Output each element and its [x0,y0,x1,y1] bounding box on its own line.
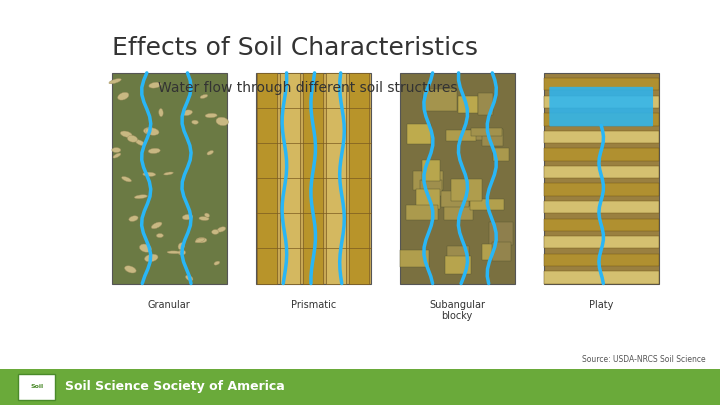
FancyBboxPatch shape [112,73,227,284]
Bar [544,236,659,248]
Bar [544,271,659,284]
Ellipse shape [140,244,151,252]
Ellipse shape [122,177,132,182]
Ellipse shape [145,128,159,135]
Bar [0,369,720,405]
Ellipse shape [167,251,181,254]
Bar [444,206,472,220]
FancyBboxPatch shape [400,73,515,284]
Ellipse shape [216,117,228,126]
Bar [406,205,438,220]
Bar [446,130,476,141]
Ellipse shape [205,113,217,118]
Ellipse shape [192,120,199,124]
Ellipse shape [125,266,136,273]
Bar [445,256,471,273]
Ellipse shape [217,227,226,232]
Bar [451,179,482,201]
FancyBboxPatch shape [256,73,371,284]
Ellipse shape [186,275,193,281]
Bar [544,166,659,178]
Text: Prismatic: Prismatic [291,300,336,310]
Bar [544,183,659,196]
FancyBboxPatch shape [18,374,55,400]
Text: Effects of Soil Characteristics: Effects of Soil Characteristics [112,36,477,60]
Ellipse shape [163,172,174,175]
Ellipse shape [112,147,121,153]
Text: Platy: Platy [589,300,613,310]
Text: Water flow through different soil structures: Water flow through different soil struct… [158,81,458,95]
Bar [544,219,659,231]
Ellipse shape [196,237,207,243]
Ellipse shape [182,110,192,115]
Text: Soil Science Society of America: Soil Science Society of America [65,380,284,393]
FancyBboxPatch shape [544,73,659,284]
Bar [466,130,489,140]
Bar [326,73,346,284]
Bar [544,131,659,143]
FancyBboxPatch shape [549,87,653,126]
Bar [416,189,440,209]
Ellipse shape [143,128,156,134]
Ellipse shape [178,250,186,255]
Bar [482,128,503,146]
Bar [493,148,509,161]
Bar [482,245,503,260]
Ellipse shape [214,261,220,265]
Text: Soil: Soil [30,384,43,389]
Bar [459,96,478,113]
Ellipse shape [127,135,138,142]
Ellipse shape [178,243,184,250]
Ellipse shape [148,148,161,153]
Bar [400,250,429,267]
Ellipse shape [212,230,219,234]
Bar [478,93,493,115]
Bar [441,191,469,207]
Bar [471,128,502,136]
Ellipse shape [109,79,121,84]
Bar [544,96,659,108]
Bar [470,198,504,209]
Ellipse shape [182,214,193,220]
Ellipse shape [113,153,121,158]
Bar [303,73,323,284]
Bar [420,180,442,196]
Ellipse shape [135,195,148,198]
Bar [349,73,369,284]
Bar [452,181,468,194]
Bar [492,242,511,260]
Ellipse shape [207,151,213,155]
Ellipse shape [151,222,162,229]
Text: Subangular
blocky: Subangular blocky [429,300,485,321]
Ellipse shape [145,254,158,262]
Bar [257,73,277,284]
Bar [544,254,659,266]
Ellipse shape [156,234,163,238]
Bar [280,73,300,284]
Ellipse shape [143,172,156,177]
Ellipse shape [149,82,161,88]
Ellipse shape [129,216,138,222]
Bar [544,78,659,90]
Bar [544,113,659,126]
Bar [423,89,457,111]
Ellipse shape [195,238,204,243]
Bar [407,124,431,144]
Ellipse shape [200,94,207,98]
Ellipse shape [159,109,163,117]
Text: Source: USDA-NRCS Soil Science: Source: USDA-NRCS Soil Science [582,356,706,364]
Bar [544,148,659,161]
Ellipse shape [204,213,210,217]
Ellipse shape [199,217,209,220]
Ellipse shape [117,92,129,100]
Bar [421,160,440,181]
Bar [544,201,659,213]
Bar [489,222,513,245]
Ellipse shape [135,140,145,146]
Bar [447,246,469,259]
Bar [413,171,444,190]
Ellipse shape [120,131,132,137]
Text: Granular: Granular [148,300,191,310]
